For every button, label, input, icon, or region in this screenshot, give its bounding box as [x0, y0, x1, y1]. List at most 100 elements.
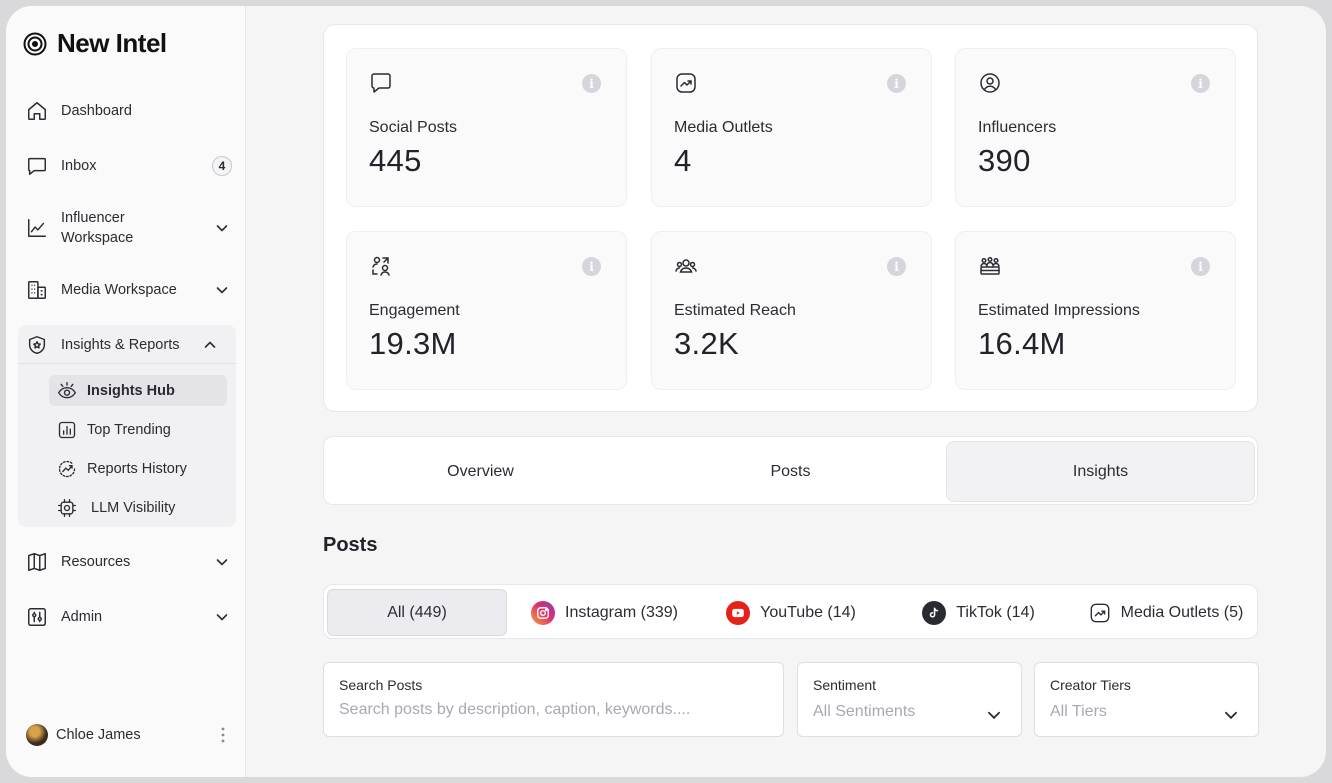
brand-name: New Intel	[57, 28, 167, 58]
chat-bubble-icon	[25, 154, 49, 178]
divider	[18, 363, 236, 364]
sidebar-item-label: Resources	[61, 554, 131, 570]
tab-insights[interactable]: Insights	[946, 441, 1255, 502]
eye-icon	[57, 381, 77, 401]
more-vertical-icon[interactable]	[215, 727, 231, 743]
sentiment-select[interactable]: Sentiment All Sentiments	[797, 662, 1022, 737]
stat-label: Engagement	[369, 302, 460, 319]
platform-tiktok[interactable]: TikTok (14)	[920, 589, 1037, 636]
sidebar-subitem-label: Top Trending	[87, 421, 171, 438]
stats-panel: i Social Posts 445 i Media Outlets 4 i I…	[323, 24, 1258, 412]
stat-value: 3.2K	[674, 326, 739, 361]
sidebar-item-insights-reports[interactable]: Insights & Reports	[24, 333, 234, 357]
stat-value: 445	[369, 143, 422, 178]
sidebar-item-label: Dashboard	[61, 103, 132, 119]
stat-card-influencers: i Influencers 390	[955, 48, 1236, 207]
sidebar-subitem-label: Reports History	[87, 460, 187, 477]
sidebar-item-media-workspace[interactable]: Media Workspace	[24, 278, 234, 302]
chevron-down-icon	[1225, 711, 1237, 720]
info-icon[interactable]: i	[887, 257, 906, 276]
inbox-count-badge: 4	[212, 156, 232, 176]
sidebar-item-label: Influencer Workspace	[61, 210, 134, 246]
chevron-down-icon	[988, 711, 1000, 720]
sidebar-item-dashboard[interactable]: Dashboard	[24, 99, 234, 123]
info-icon[interactable]: i	[1191, 74, 1210, 93]
creator-tiers-select[interactable]: Creator Tiers All Tiers	[1034, 662, 1259, 737]
user-circle-icon	[980, 73, 1000, 93]
history-trend-icon	[57, 459, 77, 479]
user-profile[interactable]: Chloe James	[26, 724, 231, 746]
stat-label: Influencers	[978, 119, 1057, 136]
home-icon	[25, 99, 49, 123]
platform-label: TikTok (14)	[956, 603, 1035, 621]
info-icon[interactable]: i	[582, 257, 601, 276]
platform-youtube[interactable]: YouTube (14)	[722, 589, 860, 636]
stat-value: 16.4M	[978, 326, 1066, 361]
stat-card-estimated-impressions: i Estimated Impressions 16.4M	[955, 231, 1236, 390]
chevron-up-icon	[204, 341, 216, 348]
chevron-down-icon	[216, 287, 228, 294]
brand-logo[interactable]: New Intel	[23, 28, 167, 59]
sidebar-item-influencer-workspace[interactable]: Influencer Workspace	[24, 208, 234, 248]
platform-label: Instagram (339)	[565, 603, 678, 621]
sidebar-subitem-insights-hub[interactable]: Insights Hub	[49, 375, 227, 406]
trend-square-icon	[1089, 602, 1111, 624]
sidebar-subitem-label: Insights Hub	[87, 382, 175, 399]
sidebar-subitem-label: LLM Visibility	[91, 499, 176, 516]
sidebar-item-inbox[interactable]: Inbox 4	[24, 154, 234, 178]
stat-card-engagement: i Engagement 19.3M	[346, 231, 627, 390]
stat-label: Estimated Impressions	[978, 302, 1140, 319]
tab-overview[interactable]: Overview	[447, 462, 514, 480]
sidebar-item-label: Inbox	[61, 158, 97, 174]
platform-media-outlets[interactable]: Media Outlets (5)	[1081, 589, 1251, 636]
sidebar-item-admin[interactable]: Admin	[24, 605, 234, 629]
users-icon	[675, 259, 697, 273]
sidebar-item-label: Media Workspace	[61, 282, 177, 298]
platform-filter-bar: All (449) Instagram (339) YouTube (14) T…	[323, 584, 1258, 639]
sidebar: New Intel Dashboard Inbox 4 Influencer W…	[6, 6, 246, 777]
sidebar-item-label: Admin	[61, 609, 103, 625]
platform-label: All (449)	[387, 603, 447, 621]
trend-square-icon	[676, 73, 696, 93]
bar-chart-icon	[57, 420, 77, 440]
instagram-icon	[531, 600, 556, 625]
info-icon[interactable]: i	[887, 74, 906, 93]
platform-instagram[interactable]: Instagram (339)	[522, 589, 687, 636]
target-logo-icon	[23, 32, 47, 55]
sidebar-subitem-llm-visibility[interactable]: LLM Visibility	[49, 492, 227, 523]
chevron-down-icon	[216, 559, 228, 566]
sentiment-value: All Sentiments	[813, 703, 916, 720]
chat-bubble-icon	[371, 73, 391, 93]
search-posts-label: Search Posts	[339, 677, 423, 693]
sentiment-label: Sentiment	[813, 677, 877, 693]
avatar	[26, 724, 48, 746]
stat-value: 390	[978, 143, 1031, 178]
tab-posts[interactable]: Posts	[770, 462, 811, 480]
platform-label: Media Outlets (5)	[1120, 603, 1244, 621]
stat-card-social-posts: i Social Posts 445	[346, 48, 627, 207]
tiktok-icon	[922, 600, 947, 625]
app-window: New Intel Dashboard Inbox 4 Influencer W…	[6, 6, 1326, 777]
stat-label: Estimated Reach	[674, 302, 796, 319]
sliders-icon	[25, 605, 49, 629]
platform-all[interactable]: All (449)	[327, 589, 507, 636]
stat-card-media-outlets: i Media Outlets 4	[651, 48, 932, 207]
search-posts-field: Search Posts	[323, 662, 784, 737]
building-icon	[25, 278, 49, 302]
user-name: Chloe James	[56, 727, 141, 743]
stat-card-estimated-reach: i Estimated Reach 3.2K	[651, 231, 932, 390]
line-chart-icon	[25, 216, 49, 240]
sidebar-subitem-top-trending[interactable]: Top Trending	[49, 414, 227, 445]
shield-icon	[25, 333, 49, 357]
creator-tiers-label: Creator Tiers	[1050, 677, 1131, 693]
info-icon[interactable]: i	[1191, 257, 1210, 276]
info-icon[interactable]: i	[582, 74, 601, 93]
crowd-icon	[980, 256, 1000, 275]
sidebar-item-resources[interactable]: Resources	[24, 550, 234, 574]
chevron-down-icon	[216, 225, 228, 232]
chevron-down-icon	[216, 614, 228, 621]
sidebar-subitem-reports-history[interactable]: Reports History	[49, 453, 227, 484]
search-input[interactable]	[339, 701, 738, 719]
insights-reports-group	[18, 325, 236, 527]
stat-label: Social Posts	[369, 119, 458, 136]
